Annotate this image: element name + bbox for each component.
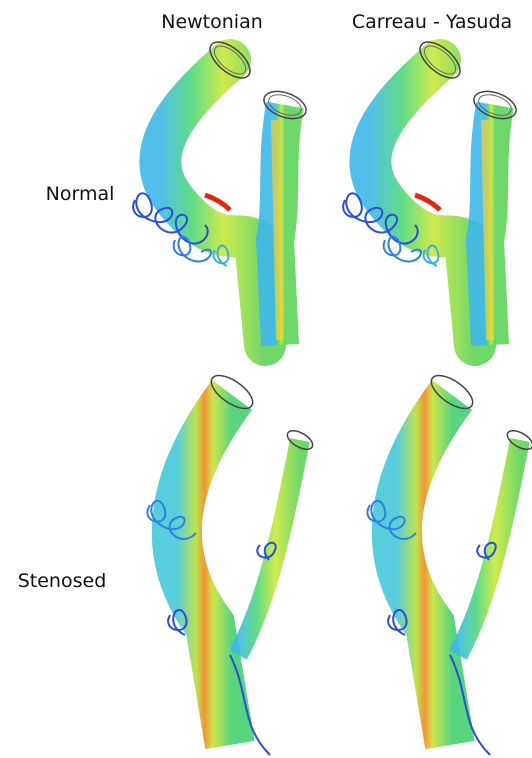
streamline-image bbox=[133, 35, 310, 345]
figure: Newtonian Carreau - Yasuda Normal Stenos… bbox=[0, 0, 532, 758]
column-header: Carreau - Yasuda bbox=[352, 11, 512, 33]
streamline-image bbox=[147, 369, 315, 755]
row-label: Stenosed bbox=[18, 570, 107, 592]
streamline-image bbox=[343, 35, 520, 345]
row-label: Normal bbox=[46, 183, 115, 205]
column-header: Newtonian bbox=[161, 11, 263, 33]
streamline-image bbox=[367, 369, 532, 755]
